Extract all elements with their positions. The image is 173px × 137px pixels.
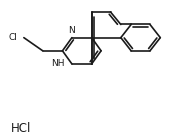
Text: NH: NH <box>51 59 64 68</box>
Text: N: N <box>69 26 75 35</box>
Text: Cl: Cl <box>9 33 18 42</box>
Text: HCl: HCl <box>11 122 31 135</box>
